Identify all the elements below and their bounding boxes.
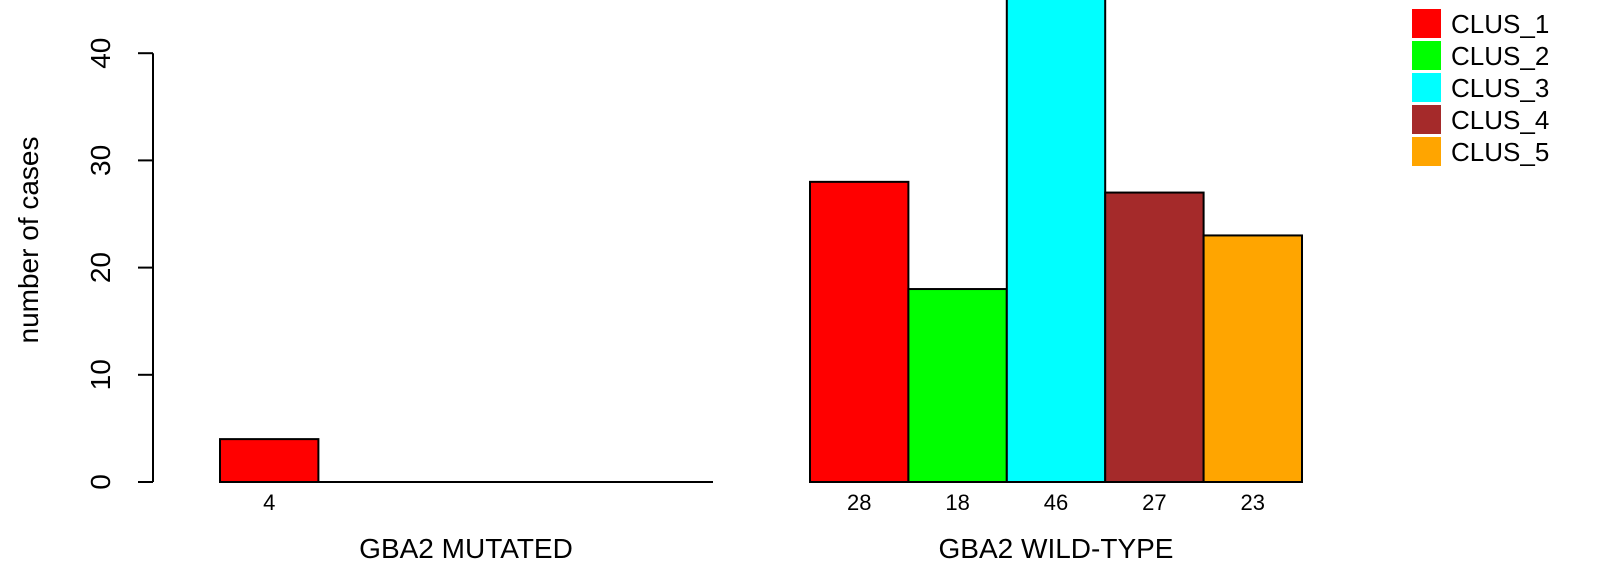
bar-value-label: 28 [847,490,871,515]
legend-label: CLUS_5 [1451,137,1549,167]
legend-item: CLUS_1 [1412,9,1549,39]
bar-group: 4 GBA2 MUTATED [219,438,713,564]
bar-value-label: 23 [1241,490,1265,515]
legend-label: CLUS_1 [1451,9,1549,39]
y-axis-label: number of cases [13,137,44,344]
legend-label: CLUS_4 [1451,105,1549,135]
legend-swatch [1412,105,1441,134]
y-tick-label: 0 [85,474,116,490]
bar [1005,0,1107,483]
legend-swatch [1412,73,1441,102]
y-tick-label: 20 [85,252,116,283]
bar-group: 28 18 46 27 23 GBA2 WILD-TYPE [809,0,1303,564]
legend-label: CLUS_3 [1451,73,1549,103]
y-tick-label: 10 [85,359,116,390]
bar-groups: 4 GBA2 MUTATED 28 18 46 27 23 GBA2 WILD-TYPE [219,0,1303,564]
bar [219,438,320,483]
y-tick-label: 40 [85,38,116,69]
legend-item: CLUS_3 [1412,73,1549,103]
bar-value-label: 18 [945,490,969,515]
legend-item: CLUS_2 [1412,41,1549,71]
bar-value-label: 27 [1142,490,1166,515]
legend-swatch [1412,137,1441,166]
bar-value-label: 46 [1044,490,1068,515]
group-label: GBA2 MUTATED [359,533,573,564]
legend-swatch [1412,9,1441,38]
y-tick-label: 30 [85,145,116,176]
bar [1202,234,1303,483]
bar-value-label: 4 [263,490,275,515]
legend-label: CLUS_2 [1451,41,1549,71]
legend-swatch [1412,41,1441,70]
bar [1104,191,1205,483]
group-label: GBA2 WILD-TYPE [939,533,1174,564]
legend-item: CLUS_4 [1412,105,1549,135]
legend-item: CLUS_5 [1412,137,1549,167]
bar [809,180,910,483]
bar [907,288,1008,484]
y-axis: 0 10 20 30 40 [85,38,154,490]
